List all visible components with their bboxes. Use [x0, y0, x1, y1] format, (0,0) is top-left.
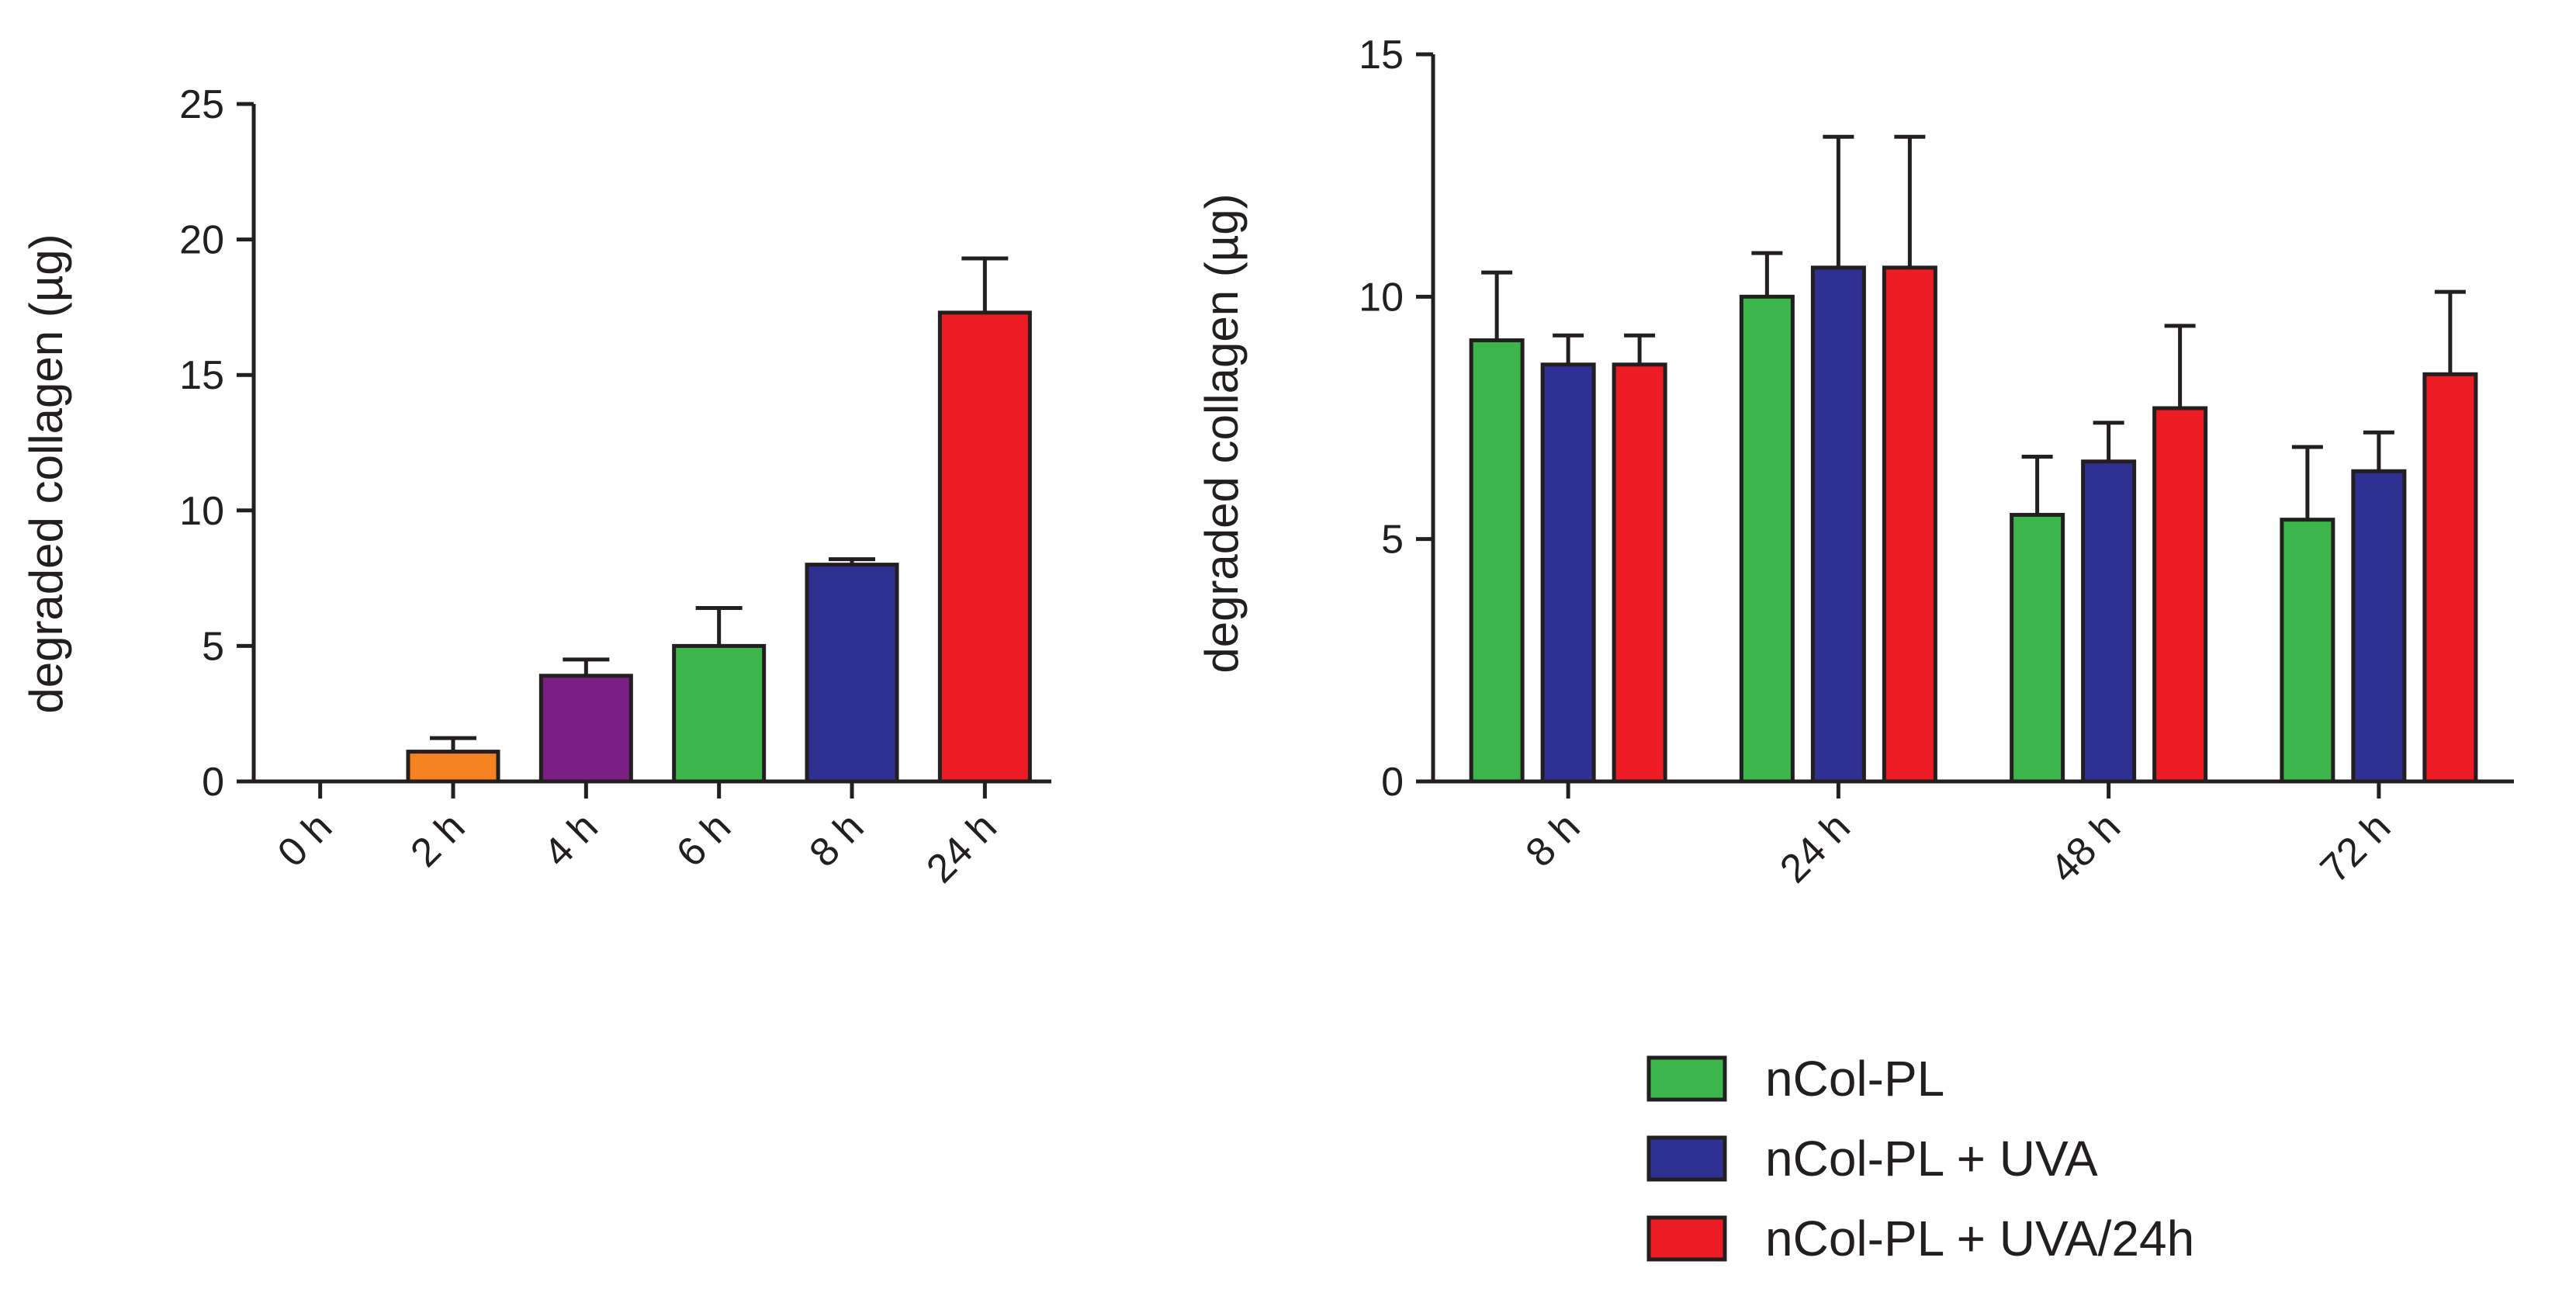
bar-24h-series-3	[1882, 265, 1937, 784]
x-tick-label: 0 h	[269, 804, 341, 875]
legend-label-3: nCol-PL + UVA/24h	[1765, 1211, 2194, 1266]
bar-72h-series-2	[2351, 469, 2407, 784]
bar-6h	[672, 643, 767, 784]
x-tick-label: 48 h	[2042, 804, 2130, 892]
bar-72h-series-3	[2422, 372, 2478, 784]
y-tick-label: 5	[202, 624, 224, 669]
chart-right-grouped: 0 5 10 15 degraded collagen (µg) 8 h 24 h 48 h 7…	[1196, 33, 2514, 892]
y-tick-label: 5	[1381, 518, 1404, 563]
bar-8h	[805, 563, 899, 784]
legend-label-1: nCol-PL	[1765, 1051, 1944, 1107]
legend-swatch-2	[1646, 1135, 1727, 1182]
bar-8h-series-2	[1540, 362, 1596, 784]
bar-72h-series-1	[2280, 518, 2335, 784]
x-tick-label: 72 h	[2312, 804, 2400, 892]
bar-24h	[937, 310, 1032, 784]
legend-label-2: nCol-PL + UVA	[1765, 1131, 2098, 1187]
y-axis-title: degraded collagen (µg)	[1196, 193, 1248, 673]
legend-swatch-3	[1646, 1215, 1727, 1262]
legend-swatch-1	[1646, 1055, 1727, 1102]
bar-24h-series-2	[1810, 265, 1866, 784]
chart-left-time-course: 0 5 10 15 20 25 degraded collagen (µg) 0 h 2 h 4 …	[20, 82, 1051, 892]
x-tick-label: 8 h	[801, 804, 872, 875]
bar-2h	[406, 750, 500, 784]
bar-8h-series-3	[1612, 362, 1667, 784]
y-tick-label: 0	[1381, 760, 1404, 805]
x-tick-label: 4 h	[535, 804, 607, 875]
bar-48h-series-1	[2010, 512, 2065, 784]
y-tick-label: 20	[179, 218, 224, 263]
y-tick-label: 10	[1359, 275, 1404, 320]
bar-4h	[538, 674, 633, 784]
legend: nCol-PL nCol-PL + UVA nCol-PL + UVA/24h	[1646, 1051, 2194, 1266]
x-tick-label: 8 h	[1517, 804, 1588, 875]
x-tick-label: 2 h	[402, 804, 473, 875]
x-tick-label: 6 h	[668, 804, 739, 875]
y-tick-label: 10	[179, 489, 224, 534]
bar-48h-series-2	[2081, 459, 2137, 784]
bar-8h-series-1	[1469, 338, 1525, 784]
x-tick-label: 24 h	[918, 804, 1006, 892]
y-tick-label: 0	[202, 760, 224, 805]
bar-24h-series-1	[1739, 294, 1795, 784]
x-tick-label: 24 h	[1771, 804, 1859, 892]
y-tick-label: 15	[1359, 33, 1404, 78]
y-tick-label: 25	[179, 82, 224, 127]
bar-48h-series-3	[2152, 406, 2208, 784]
y-tick-label: 15	[179, 353, 224, 398]
y-axis-title: degraded collagen (µg)	[20, 234, 72, 713]
